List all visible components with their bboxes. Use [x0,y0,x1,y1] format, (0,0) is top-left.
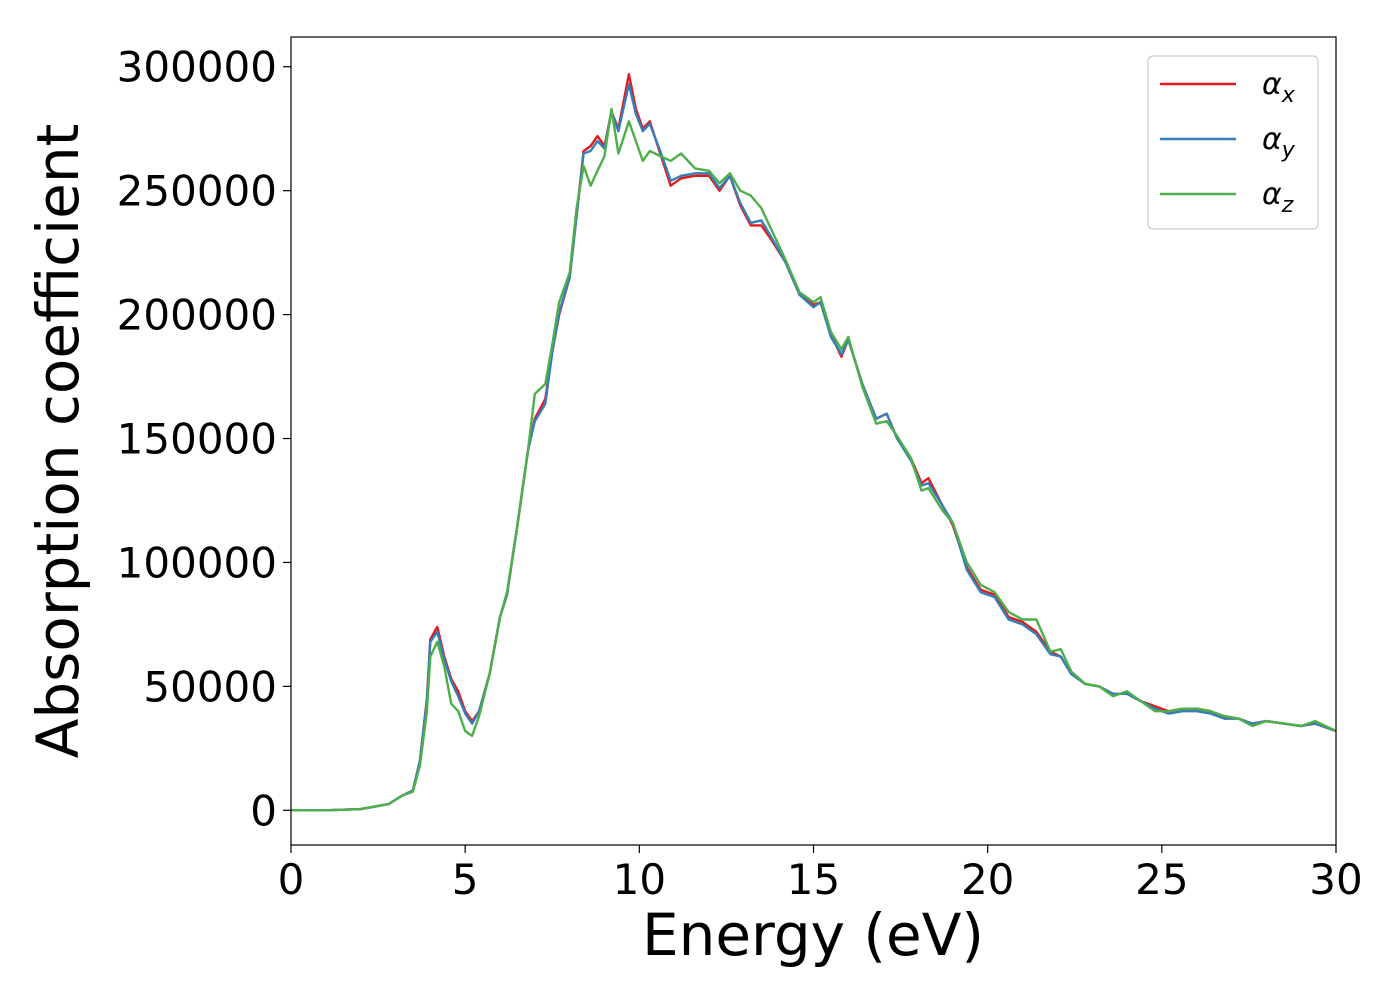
y-tick-label: 50000 [143,662,277,711]
y-tick-label: 250000 [117,167,277,216]
x-axis: 0 5 10 15 20 25 30 [278,845,1363,904]
y-axis-label: Absorption coefficient [24,124,92,759]
y-tick-label: 0 [250,786,277,835]
x-tick-label: 20 [961,855,1014,904]
x-axis-label: Energy (eV) [642,901,984,969]
legend-box [1147,55,1319,230]
x-tick-label: 0 [278,855,305,904]
y-tick-label: 100000 [117,538,277,587]
legend-label-z: αz [1262,177,1294,218]
series-line-z [291,107,1337,812]
x-tick-label: 15 [787,855,840,904]
legend-label-x: αx [1262,67,1296,108]
x-tick-label: 25 [1135,855,1188,904]
plot-lines [291,73,1337,812]
y-tick-label: 300000 [117,43,277,92]
legend-label-y: αy [1262,122,1296,163]
x-tick-label: 30 [1309,855,1362,904]
x-tick-label: 5 [452,855,479,904]
legend: αx αy αz [1147,55,1319,230]
y-tick-label: 200000 [117,291,277,340]
y-tick-label: 150000 [117,415,277,464]
y-axis: 0 50000 100000 150000 200000 250000 300000 [117,43,291,835]
x-tick-label: 10 [613,855,666,904]
